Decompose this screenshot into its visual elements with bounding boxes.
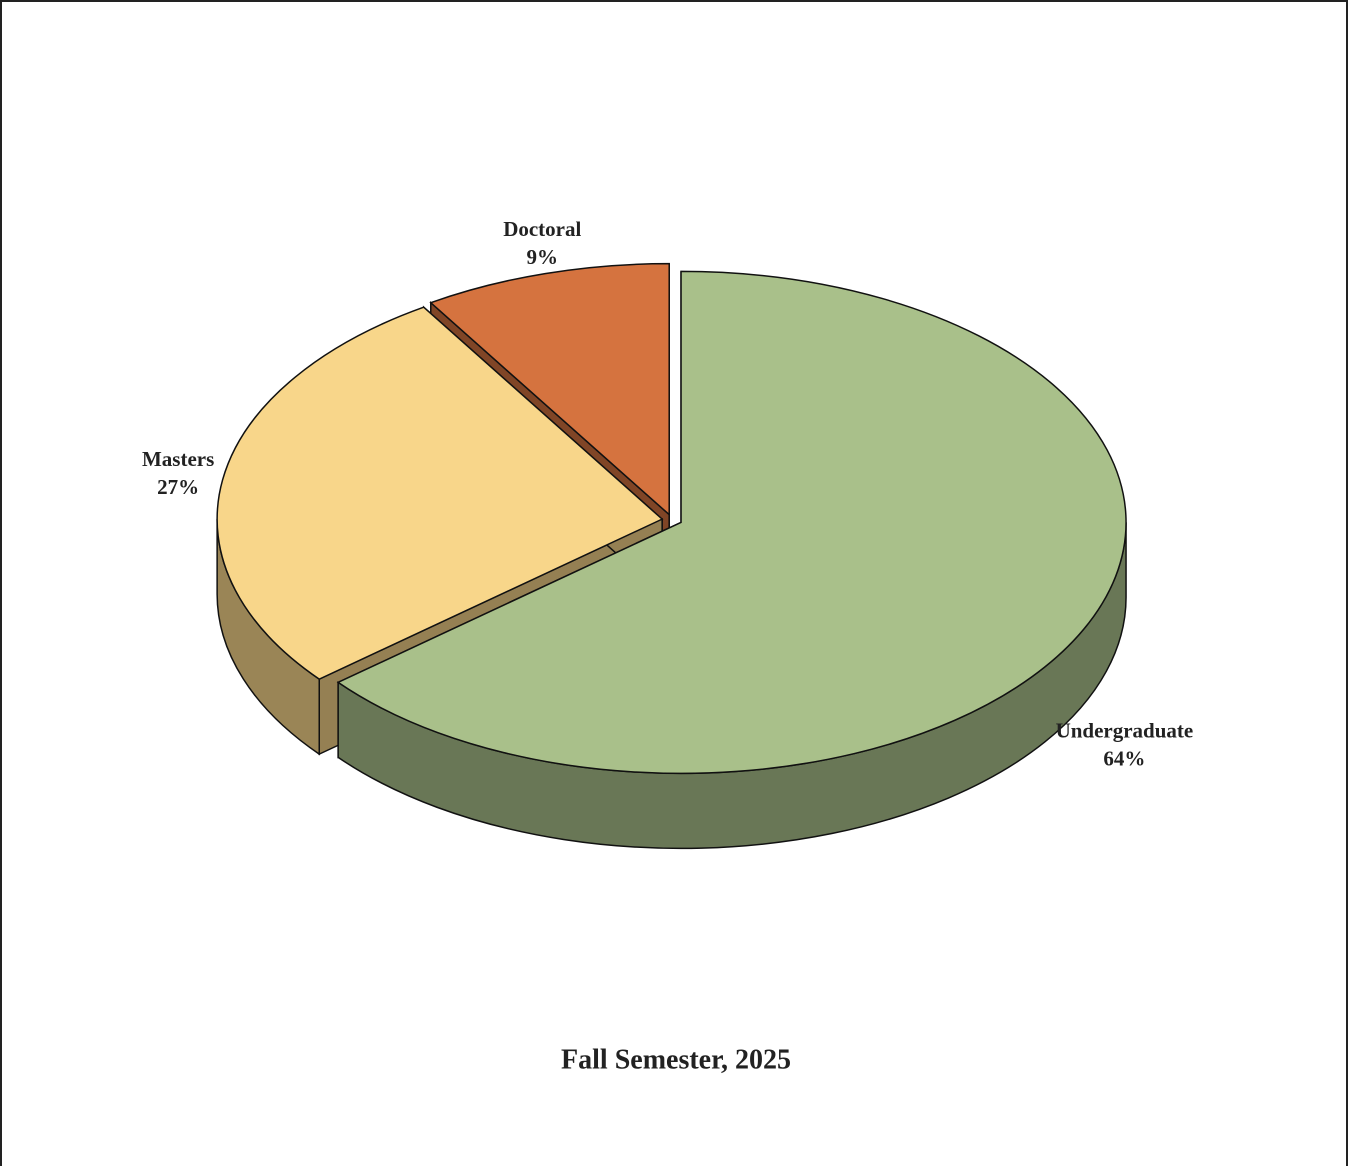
data-label-value: 64% — [1103, 747, 1145, 771]
slice-top — [429, 262, 670, 517]
pie — [216, 262, 1127, 850]
chart-title: Fall Semester, 2025 — [561, 1044, 791, 1075]
data-label-name: Doctoral — [503, 217, 581, 241]
data-label-name: Masters — [142, 447, 214, 471]
slice-top — [216, 306, 664, 680]
data-label-value: 9% — [527, 245, 559, 269]
slice — [336, 270, 1127, 850]
data-label-name: Undergraduate — [1056, 719, 1194, 743]
data-label-value: 27% — [157, 475, 199, 499]
slice-top — [336, 270, 1127, 775]
